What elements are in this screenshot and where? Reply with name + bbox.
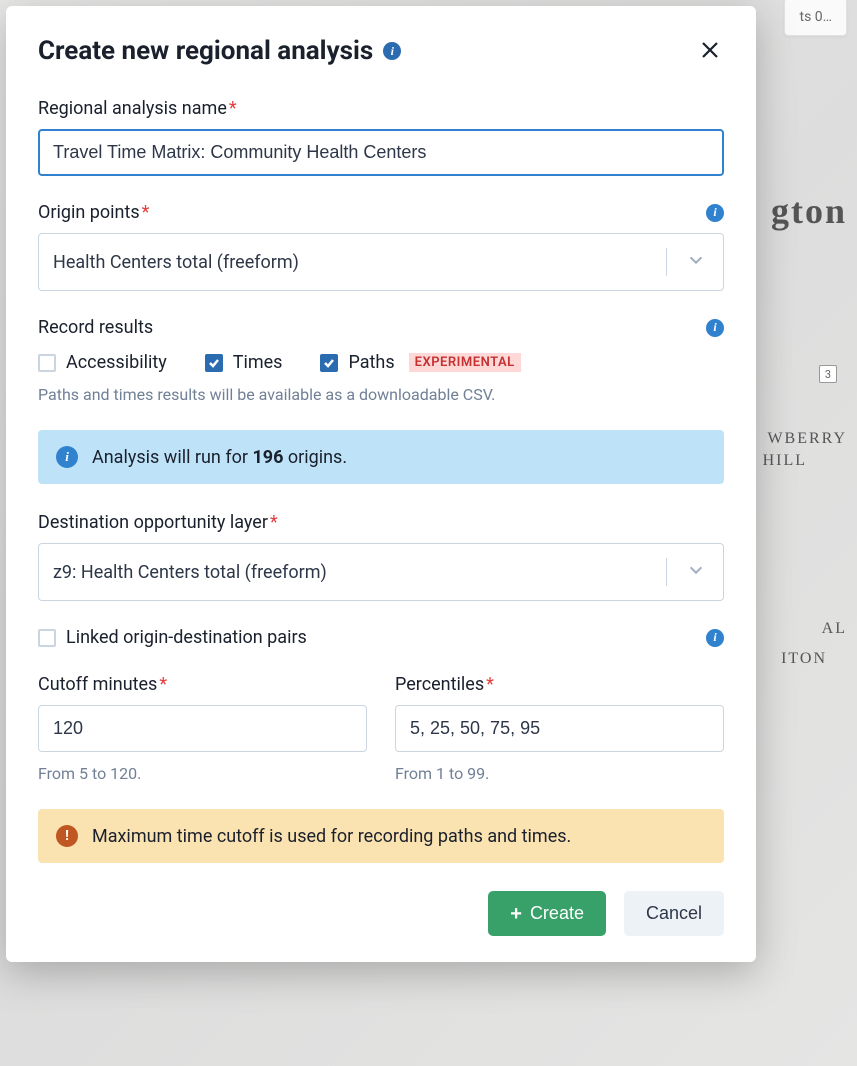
name-label: Regional analysis name*	[38, 98, 237, 119]
warning-icon: !	[56, 825, 78, 847]
dest-select-value: z9: Health Centers total (freeform)	[53, 562, 658, 583]
required-asterisk: *	[229, 98, 237, 119]
chevron-down-icon	[669, 561, 723, 583]
required-asterisk: *	[270, 512, 278, 533]
cutoff-input[interactable]	[38, 705, 367, 752]
cutoff-hint: From 5 to 120.	[38, 764, 367, 783]
linked-label: Linked origin-destination pairs	[66, 627, 307, 648]
linked-group: Linked origin-destination pairs i	[38, 627, 724, 648]
required-asterisk: *	[159, 674, 167, 695]
map-label-wberry: WBERRY	[767, 430, 847, 448]
origin-label: Origin points*	[38, 202, 149, 223]
origin-select[interactable]: Health Centers total (freeform)	[38, 233, 724, 291]
name-input[interactable]	[38, 129, 724, 176]
record-hint: Paths and times results will be availabl…	[38, 385, 724, 404]
info-icon[interactable]: i	[706, 204, 724, 222]
close-icon	[700, 40, 720, 60]
plus-icon: +	[510, 904, 522, 924]
required-asterisk: *	[142, 202, 150, 223]
experimental-badge: EXPERIMENTAL	[409, 353, 521, 372]
info-icon[interactable]: i	[706, 319, 724, 337]
times-checkbox[interactable]: Times	[205, 352, 283, 373]
cutoff-label: Cutoff minutes*	[38, 674, 167, 695]
close-button[interactable]	[696, 36, 724, 68]
map-label-iton: ITON	[781, 650, 827, 668]
dest-label: Destination opportunity layer*	[38, 512, 278, 533]
modal-header: Create new regional analysis i	[38, 36, 724, 68]
accessibility-checkbox[interactable]: Accessibility	[38, 352, 167, 373]
warn-alert-text: Maximum time cutoff is used for recordin…	[92, 826, 571, 847]
paths-checkbox[interactable]: Paths EXPERIMENTAL	[320, 352, 520, 373]
top-pill: ts 0…	[784, 0, 847, 36]
percentiles-group: Percentiles* From 1 to 99.	[395, 674, 724, 783]
map-label-hill: HILL	[763, 452, 807, 470]
create-regional-analysis-modal: Create new regional analysis i Regional …	[6, 6, 756, 962]
origin-group: Origin points* i Health Centers total (f…	[38, 202, 724, 291]
record-checkbox-row: Accessibility Times Paths EXPERIMENTAL	[38, 352, 724, 373]
select-divider	[666, 558, 667, 586]
modal-title: Create new regional analysis i	[38, 36, 401, 66]
checkbox-box	[205, 354, 223, 372]
modal-title-text: Create new regional analysis	[38, 36, 373, 66]
percentiles-label: Percentiles*	[395, 674, 494, 695]
create-button-label: Create	[530, 903, 584, 924]
cancel-button[interactable]: Cancel	[624, 891, 724, 936]
checkbox-box	[320, 354, 338, 372]
paths-label: Paths	[348, 352, 394, 373]
dest-group: Destination opportunity layer* z9: Healt…	[38, 512, 724, 601]
warn-alert: ! Maximum time cutoff is used for record…	[38, 809, 724, 863]
accessibility-label: Accessibility	[66, 352, 167, 373]
info-icon[interactable]: i	[706, 629, 724, 647]
percentiles-input[interactable]	[395, 705, 724, 752]
map-label-town: gton	[771, 190, 847, 232]
cutoff-percentile-row: Cutoff minutes* From 5 to 120. Percentil…	[38, 674, 724, 783]
name-group: Regional analysis name*	[38, 98, 724, 176]
origin-select-value: Health Centers total (freeform)	[53, 252, 658, 273]
times-label: Times	[233, 352, 283, 373]
create-button[interactable]: + Create	[488, 891, 606, 936]
percentiles-hint: From 1 to 99.	[395, 764, 724, 783]
map-marker[interactable]: 3	[819, 365, 837, 383]
checkbox-box	[38, 354, 56, 372]
modal-footer: + Create Cancel	[38, 891, 724, 936]
checkbox-box	[38, 629, 56, 647]
chevron-down-icon	[669, 251, 723, 273]
required-asterisk: *	[486, 674, 494, 695]
info-icon[interactable]: i	[383, 42, 401, 60]
record-group: Record results i Accessibility Times Pat…	[38, 317, 724, 404]
dest-select[interactable]: z9: Health Centers total (freeform)	[38, 543, 724, 601]
select-divider	[666, 248, 667, 276]
map-label-al: AL	[822, 620, 847, 638]
linked-checkbox[interactable]: Linked origin-destination pairs	[38, 627, 307, 648]
record-label: Record results	[38, 317, 153, 338]
info-alert: i Analysis will run for 196 origins.	[38, 430, 724, 484]
info-alert-text: Analysis will run for 196 origins.	[92, 447, 347, 468]
cancel-button-label: Cancel	[646, 903, 702, 924]
cutoff-group: Cutoff minutes* From 5 to 120.	[38, 674, 367, 783]
info-icon: i	[56, 446, 78, 468]
